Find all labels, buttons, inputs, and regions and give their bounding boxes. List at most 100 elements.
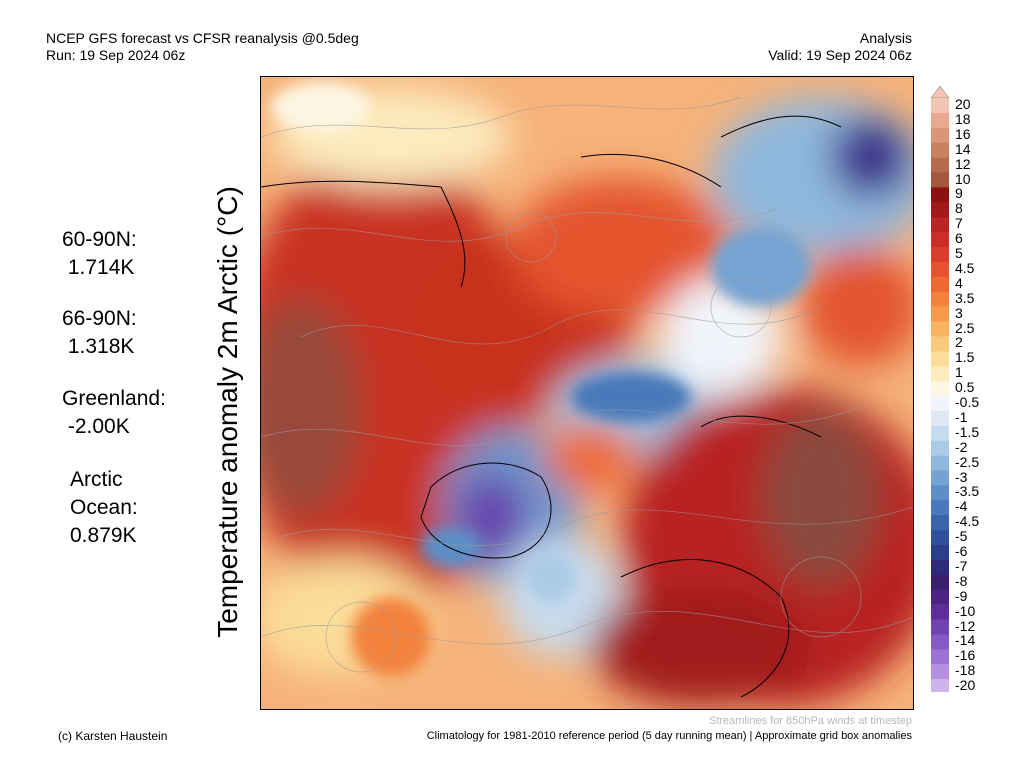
colorbar-swatch bbox=[931, 649, 949, 665]
colorbar-top-arrow bbox=[930, 86, 950, 99]
colorbar-tick-label: -18 bbox=[955, 662, 976, 679]
credit: (c) Karsten Haustein bbox=[58, 729, 168, 743]
anomaly-map bbox=[260, 76, 914, 710]
y-axis-label: Temperature anomaly 2m Arctic (°C) bbox=[212, 186, 243, 638]
colorbar-tick-label: 3.5 bbox=[955, 289, 975, 306]
title-line-1: NCEP GFS forecast vs CFSR reanalysis @0.… bbox=[46, 30, 359, 46]
colorbar-tick-label: 4 bbox=[955, 274, 963, 291]
colorbar-swatch bbox=[931, 232, 949, 248]
colorbar-tick-label: -9 bbox=[955, 587, 968, 604]
colorbar-swatch bbox=[931, 127, 949, 143]
colorbar-tick-label: 16 bbox=[955, 125, 971, 142]
colorbar-swatch bbox=[931, 470, 949, 486]
colorbar-swatch bbox=[931, 589, 949, 605]
colorbar-swatch bbox=[931, 187, 949, 203]
colorbar-swatch bbox=[931, 157, 949, 173]
colorbar-tick-label: 18 bbox=[955, 110, 971, 127]
colorbar-tick-label: -12 bbox=[955, 617, 976, 634]
colorbar-tick-label: -8 bbox=[955, 572, 968, 589]
climatology-note: Climatology for 1981-2010 reference peri… bbox=[426, 730, 912, 742]
colorbar-swatch bbox=[931, 381, 949, 397]
colorbar-swatch bbox=[931, 455, 949, 471]
stat-value: 1.714K bbox=[62, 256, 135, 279]
colorbar-swatch bbox=[931, 247, 949, 263]
colorbar-swatch bbox=[931, 679, 949, 692]
colorbar-swatch bbox=[931, 559, 949, 576]
colorbar-tick-label: 10 bbox=[955, 170, 971, 187]
colorbar-tick-label: -2 bbox=[955, 438, 968, 455]
colorbar-tick-label: 2 bbox=[955, 334, 963, 351]
colorbar-tick-label: 14 bbox=[955, 140, 971, 157]
colorbar-tick-label: 7 bbox=[955, 215, 963, 232]
colorbar-tick-label: -16 bbox=[955, 647, 976, 664]
header-right: Analysis Valid: 19 Sep 2024 06z bbox=[768, 30, 912, 64]
colorbar-swatch bbox=[931, 500, 949, 516]
colorbar-swatch bbox=[931, 664, 949, 680]
colorbar-tick-label: -14 bbox=[955, 632, 976, 649]
colorbar-swatch bbox=[931, 142, 949, 158]
colorbar-tick-label: 9 bbox=[955, 185, 963, 202]
stat-greenland: Greenland: -2.00K bbox=[62, 385, 166, 441]
colorbar-swatch bbox=[931, 202, 949, 218]
colorbar-tick-label: 1 bbox=[955, 364, 963, 381]
colorbar-swatch bbox=[931, 619, 949, 635]
colorbar-tick-label: -1 bbox=[955, 408, 968, 425]
colorbar-swatch bbox=[931, 396, 949, 412]
colorbar-tick-label: -7 bbox=[955, 557, 968, 574]
anomaly-field bbox=[261, 87, 913, 707]
colorbar-tick-label: -10 bbox=[955, 602, 976, 619]
stat-value: 1.318K bbox=[62, 335, 135, 358]
colorbar-swatch bbox=[931, 366, 949, 382]
colorbar-swatch bbox=[931, 485, 949, 501]
colorbar-tick-label: 3 bbox=[955, 304, 963, 321]
anomaly-map-canvas bbox=[261, 77, 913, 709]
colorbar-swatch bbox=[931, 306, 949, 322]
stat-arctic-ocean: Arctic Ocean: 0.879K bbox=[70, 466, 138, 550]
colorbar-tick-label: 20 bbox=[955, 96, 971, 112]
colorbar-tick-label: -6 bbox=[955, 543, 968, 559]
colorbar-tick-label: -20 bbox=[955, 677, 976, 694]
colorbar-tick-label: -2.5 bbox=[955, 453, 980, 470]
colorbar-tick-label: -3 bbox=[955, 468, 968, 485]
colorbar-tick-label: -4 bbox=[955, 498, 968, 515]
colorbar bbox=[930, 86, 950, 692]
colorbar-tick-label: 0.5 bbox=[955, 379, 975, 396]
colorbar-tick-label: 2.5 bbox=[955, 319, 975, 336]
colorbar-swatch bbox=[931, 98, 949, 114]
colorbar-tick-label: 1.5 bbox=[955, 349, 975, 366]
colorbar-tick-label: -5 bbox=[955, 528, 968, 545]
streamlines bbox=[261, 96, 913, 673]
colorbar-swatch bbox=[931, 321, 949, 337]
stat-value: -2.00K bbox=[62, 415, 130, 438]
colorbar-swatch bbox=[931, 515, 949, 531]
colorbar-swatch bbox=[931, 545, 949, 561]
colorbar-swatch bbox=[931, 574, 949, 590]
colorbar-tick-label: 4.5 bbox=[955, 259, 975, 276]
colorbar-tick-label: 12 bbox=[955, 155, 971, 172]
header-left: NCEP GFS forecast vs CFSR reanalysis @0.… bbox=[46, 30, 359, 64]
colorbar-swatch bbox=[931, 634, 949, 650]
colorbar-swatch bbox=[931, 440, 949, 456]
colorbar-swatch bbox=[931, 604, 949, 620]
stat-label: 66-90N: bbox=[62, 307, 137, 330]
colorbar-swatch bbox=[931, 172, 949, 188]
stat-60-90n: 60-90N: 1.714K bbox=[62, 226, 137, 282]
colorbar-swatch bbox=[931, 291, 949, 307]
colorbar-swatch bbox=[931, 217, 949, 233]
colorbar-swatch bbox=[931, 351, 949, 367]
colorbar-tick-label: 5 bbox=[955, 245, 963, 261]
colorbar-swatch bbox=[931, 112, 949, 129]
stat-value: 0.879K bbox=[70, 524, 137, 547]
anomaly-detail bbox=[271, 82, 811, 677]
valid-time: Valid: 19 Sep 2024 06z bbox=[768, 47, 912, 63]
colorbar-tick-label: -3.5 bbox=[955, 483, 980, 500]
stat-label: 60-90N: bbox=[62, 228, 137, 251]
stat-label: Greenland: bbox=[62, 387, 166, 410]
colorbar-swatch bbox=[931, 425, 949, 441]
colorbar-tick-label: -1.5 bbox=[955, 423, 980, 440]
colorbar-tick-label: -0.5 bbox=[955, 394, 980, 410]
streamlines-note: Streamlines for 850hPa winds at timestep bbox=[709, 715, 912, 727]
analysis-label: Analysis bbox=[859, 30, 912, 46]
colorbar-swatch bbox=[931, 336, 949, 352]
colorbar-swatch bbox=[931, 261, 949, 278]
